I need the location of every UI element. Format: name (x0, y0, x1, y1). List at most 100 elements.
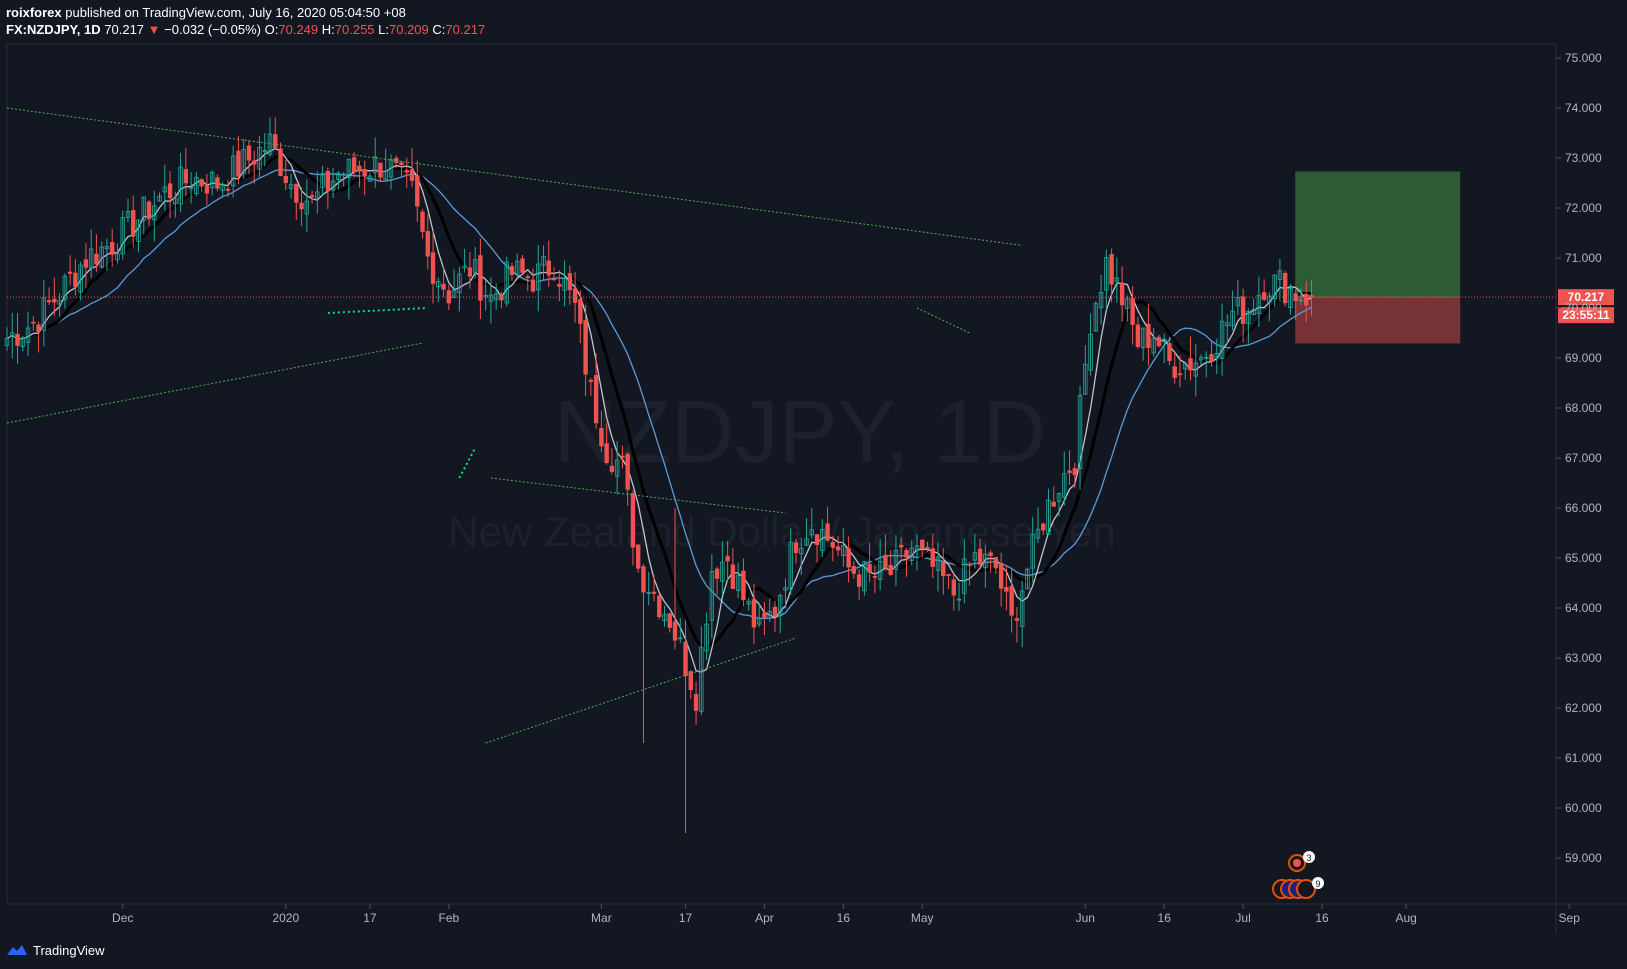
candle-body (15, 333, 20, 346)
candle-body (257, 146, 262, 170)
trendlines[interactable] (6, 107, 1023, 744)
publisher-name[interactable]: roixforex (6, 5, 62, 20)
close-label: C: (432, 22, 446, 37)
candle-body (330, 180, 336, 191)
candle-body (246, 145, 252, 161)
candle-body (478, 255, 483, 301)
candle-body (1272, 274, 1277, 300)
candle-body (451, 290, 457, 299)
symbol-watermark: NZDJPY, 1D New Zealand Dollar / Japanese… (448, 382, 1116, 555)
candle-body (725, 555, 730, 562)
candle-body (378, 162, 383, 178)
price-tick-label: 64.000 (1565, 601, 1602, 615)
country-flags-icon[interactable]: 9 (1272, 877, 1324, 899)
candle-body (320, 174, 325, 188)
candle-body (667, 613, 672, 628)
candle-body (1119, 282, 1125, 306)
candle-body (367, 175, 373, 182)
candle-body (425, 230, 430, 257)
candle-body (346, 158, 352, 178)
candle-body (104, 246, 110, 250)
candle-body (704, 623, 709, 652)
candle-body (778, 595, 783, 617)
candle-body (672, 621, 678, 641)
candle-body (925, 547, 930, 549)
candle-body (1109, 254, 1114, 285)
candle-body (41, 297, 47, 331)
symbol-label[interactable]: FX:NZDJPY, 1D (6, 22, 101, 37)
candle-body (25, 327, 31, 343)
candle-body (88, 248, 94, 269)
candle-body (572, 288, 578, 303)
candle-body (530, 279, 536, 292)
chart-header: roixforex published on TradingView.com, … (6, 4, 485, 38)
candle-body (110, 242, 115, 255)
time-tick-label: Mar (591, 911, 612, 925)
candle-body (1204, 356, 1209, 359)
candle-body (1151, 338, 1156, 354)
candle-body (115, 253, 120, 261)
candle-body (62, 275, 68, 301)
candle-body (914, 545, 920, 551)
candle-body (341, 173, 346, 176)
candle-body (493, 293, 499, 301)
open-value: 70.249 (278, 22, 319, 37)
candle-body (372, 156, 378, 174)
candle-body (252, 160, 257, 165)
candle-body (567, 273, 573, 291)
candle-body (1140, 327, 1146, 349)
candle-body (967, 563, 972, 566)
open-label: O: (264, 22, 279, 37)
candle-body (862, 561, 867, 592)
candle-body (1240, 296, 1246, 324)
close-value: 70.217 (445, 22, 486, 37)
event-flag-icon[interactable]: 3 (1288, 851, 1315, 872)
ma-line-mid (6, 154, 1312, 651)
candle-body (357, 165, 362, 172)
candle-body (1230, 310, 1235, 327)
time-tick-label: 2020 (272, 911, 299, 925)
candle-body (746, 600, 751, 605)
candle-body (131, 210, 136, 237)
candle-body (309, 195, 315, 198)
candle-body (1246, 310, 1251, 324)
candle-body (78, 264, 83, 293)
candle-body (1282, 272, 1288, 304)
candle-body (141, 196, 146, 221)
candle-body (173, 198, 178, 205)
candle-body (136, 219, 141, 242)
candle-body (36, 324, 41, 333)
candle-body (230, 155, 236, 187)
long-position-tool[interactable] (1295, 171, 1461, 344)
price-tick-label: 69.000 (1565, 351, 1602, 365)
candle-body (520, 258, 525, 273)
candle-body (588, 379, 594, 382)
candle-body (436, 281, 441, 288)
price-tick-label: 66.000 (1565, 501, 1602, 515)
candle-body (720, 561, 725, 582)
time-tick-label: May (911, 911, 934, 925)
candle-body (735, 575, 741, 591)
footer-brand[interactable]: TradingView (6, 940, 105, 960)
candle-body (409, 169, 415, 181)
candle-body (1088, 333, 1093, 371)
candle-body (188, 186, 194, 189)
candle-body (99, 246, 104, 268)
price-tick-label: 74.000 (1565, 101, 1602, 115)
candle-body (988, 552, 993, 557)
candle-body (304, 200, 310, 215)
candle-body (52, 298, 57, 303)
economic-events[interactable]: 3 9 (1272, 851, 1324, 899)
candle-body (1251, 308, 1256, 315)
candle-body (472, 259, 478, 273)
candle-body (46, 300, 52, 303)
candle-body (4, 337, 10, 346)
axes: 75.000 74.000 73.000 72.000 71.000 70.000 69.0… (7, 44, 1627, 934)
candle-body (488, 294, 494, 302)
high-value: 70.255 (334, 22, 375, 37)
candle-body (820, 529, 825, 551)
candle-body (1309, 295, 1314, 298)
candle-body (1051, 501, 1056, 507)
candle-body (420, 211, 425, 232)
